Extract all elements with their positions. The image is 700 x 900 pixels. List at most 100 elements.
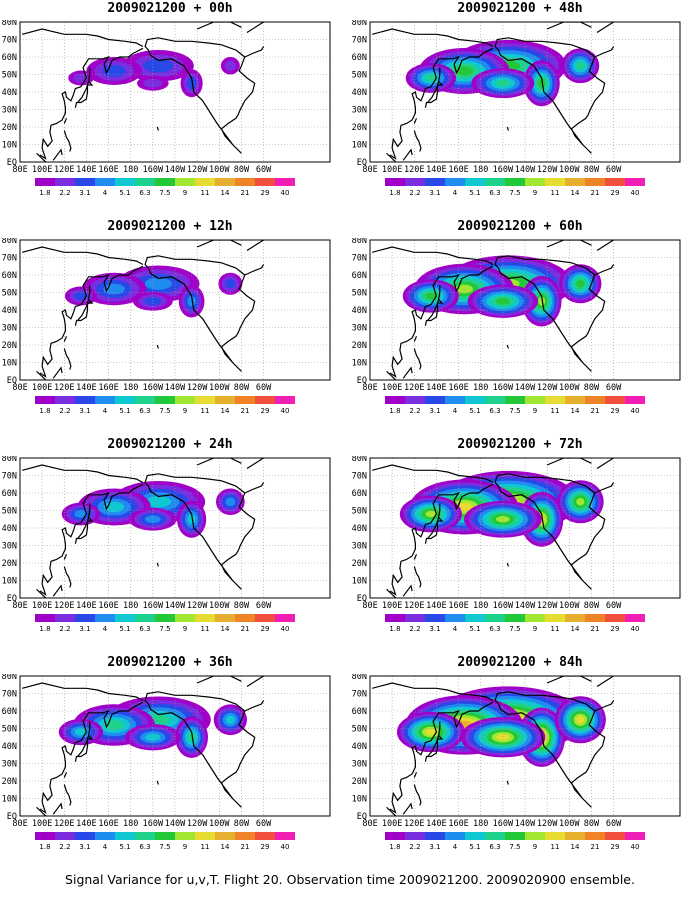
coastline [386,806,397,816]
colorbar-swatch [235,178,255,186]
lon-tick-label: 100E [382,601,402,611]
colorbar-swatch [605,614,625,622]
colorbar-label: 5.1 [469,189,480,197]
coastline [63,118,68,124]
lon-tick-label: 180 [123,601,138,611]
lon-tick-label: 120W [187,819,208,829]
lat-tick-label: 40N [2,742,17,752]
variance-contour [145,496,172,508]
coastline [156,126,159,131]
lon-tick-label: 100W [559,601,580,611]
panel-title: 2009021200 + 12h [107,219,233,234]
colorbar-label: 11 [201,843,210,851]
colorbar-label: 9 [183,843,187,851]
coastline [22,246,144,266]
colorbar-swatch [505,178,525,186]
lat-tick-label: 50N [2,71,17,81]
map-figure: 80E 100E 120E 140E 160E 180 160W 140W 120W 100W 80… [2,238,331,415]
lat-tick-label: 70N [352,254,367,264]
map-panel: 2009021200 + 84h 80E 100E 120E 140E 160E 180 16… [350,654,690,874]
colorbar-swatch [55,396,75,404]
lat-tick-label: 10N [2,795,17,805]
lat-tick-label: 50N [352,289,367,299]
colorbar-swatch [445,832,465,840]
colorbar-label: 9 [533,843,537,851]
colorbar-label: 1.8 [389,843,400,851]
lon-tick-label: 60W [606,601,622,611]
coastline [196,22,242,30]
coastline [88,721,91,736]
colorbar-label: 2.2 [409,189,420,197]
lon-tick-label: 140E [426,601,446,611]
lon-tick-label: 80W [584,165,600,175]
variance-contour [455,66,474,76]
colorbar-label: 14 [221,189,230,197]
map-figure: 80E 100E 120E 140E 160E 180 160W 140W 120W 100W 80… [352,456,681,633]
variance-contour [425,728,437,736]
coastline [74,298,94,326]
colorbar-swatch [485,832,505,840]
lon-tick-label: 80E [12,383,27,393]
lat-tick-label: 20N [2,341,17,351]
variance-contour [187,295,196,307]
colorbar-swatch [155,832,175,840]
panel-title: 2009021200 + 60h [457,219,583,234]
colorbar-label: 14 [571,189,580,197]
coastline [506,126,509,131]
lon-tick-label: 100W [559,819,580,829]
colorbar-swatch [385,178,405,186]
lat-tick-label: 60N [2,271,17,281]
coastline [36,370,47,380]
lat-tick-label: 50N [352,507,367,517]
map-frame [369,675,681,817]
lat-tick-label: 40N [352,524,367,534]
lat-tick-label: 60N [352,53,367,63]
lat-tick-label: 30N [2,106,17,116]
colorbar-label: 21 [241,843,250,851]
colorbar-swatch [215,832,235,840]
coastline [594,46,615,58]
lon-tick-label: 160E [98,383,118,393]
colorbar-label: 7.5 [509,407,520,415]
lon-tick-label: 180 [473,383,488,393]
lon-tick-label: 120E [404,819,424,829]
colorbar-swatch [565,614,585,622]
lat-tick-label: 30N [2,760,17,770]
lat-tick-label: 20N [352,777,367,787]
colorbar-label: 29 [611,407,620,415]
colorbar-swatch [425,178,445,186]
map-panel: 2009021200 + 60h 80E 100E 120E 140E 160E 180 16… [350,218,690,438]
lat-tick-label: 10N [352,141,367,151]
colorbar-swatch [425,396,445,404]
variance-contour [495,297,510,305]
coastline [88,503,91,518]
colorbar-label: 5.1 [119,189,130,197]
lon-tick-label: 80E [12,819,27,829]
colorbar-swatch [255,396,275,404]
coastline [594,700,615,712]
lat-tick-label: 20N [352,341,367,351]
lat-tick-label: 30N [352,760,367,770]
colorbar-label: 4 [103,843,108,851]
lon-tick-label: 120W [537,601,558,611]
variance-contour [225,497,236,507]
lat-tick-label: EQ [357,158,367,168]
coastline [88,285,91,300]
coastline [74,80,94,108]
colorbar-swatch [75,178,95,186]
colorbar-label: 4 [453,843,458,851]
lat-tick-label: 70N [2,472,17,482]
colorbar-swatch [95,396,115,404]
colorbar-swatch [255,832,275,840]
map-frame [19,675,331,817]
lon-tick-label: 120W [187,383,208,393]
lon-tick-label: 100E [32,383,52,393]
colorbar-label: 9 [533,625,537,633]
lat-tick-label: 40N [352,742,367,752]
map-figure: 80E 100E 120E 140E 160E 180 160W 140W 120W 100W 80… [352,674,681,851]
colorbar-swatch [385,614,405,622]
colorbar-label: 14 [221,843,230,851]
lon-tick-label: 160W [143,383,164,393]
colorbar-label: 7.5 [159,407,170,415]
coastline [596,458,614,470]
